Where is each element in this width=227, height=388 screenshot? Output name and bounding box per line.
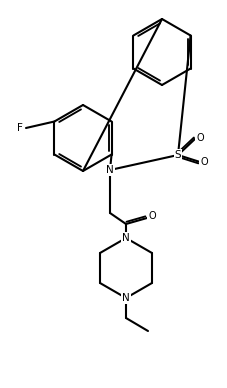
Text: F: F xyxy=(17,123,23,133)
Text: O: O xyxy=(199,157,207,167)
Text: O: O xyxy=(195,133,203,143)
Text: N: N xyxy=(122,233,129,243)
Text: S: S xyxy=(174,150,180,160)
Text: N: N xyxy=(106,165,113,175)
Text: O: O xyxy=(148,211,155,221)
Text: N: N xyxy=(122,293,129,303)
